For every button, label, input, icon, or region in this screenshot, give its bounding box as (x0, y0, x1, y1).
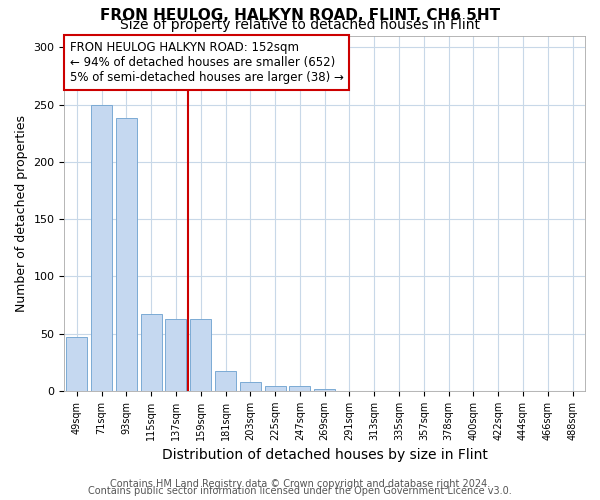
Text: FRON HEULOG HALKYN ROAD: 152sqm
← 94% of detached houses are smaller (652)
5% of: FRON HEULOG HALKYN ROAD: 152sqm ← 94% of… (70, 42, 343, 84)
Bar (91, 104, 112, 391)
Text: Size of property relative to detached houses in Flint: Size of property relative to detached ho… (120, 18, 480, 32)
Bar (190, 319, 211, 391)
Text: FRON HEULOG, HALKYN ROAD, FLINT, CH6 5HT: FRON HEULOG, HALKYN ROAD, FLINT, CH6 5HT (100, 8, 500, 22)
Bar (116, 118, 137, 391)
Bar (140, 314, 162, 391)
X-axis label: Distribution of detached houses by size in Flint: Distribution of detached houses by size … (162, 448, 488, 462)
Text: Contains HM Land Registry data © Crown copyright and database right 2024.: Contains HM Land Registry data © Crown c… (110, 479, 490, 489)
Text: Contains public sector information licensed under the Open Government Licence v3: Contains public sector information licen… (88, 486, 512, 496)
Bar (166, 319, 187, 391)
Bar (314, 388, 335, 391)
Bar (289, 386, 310, 391)
Y-axis label: Number of detached properties: Number of detached properties (15, 115, 28, 312)
Bar (215, 372, 236, 391)
Bar (240, 382, 261, 391)
Bar (265, 386, 286, 391)
Bar (66, 337, 88, 391)
